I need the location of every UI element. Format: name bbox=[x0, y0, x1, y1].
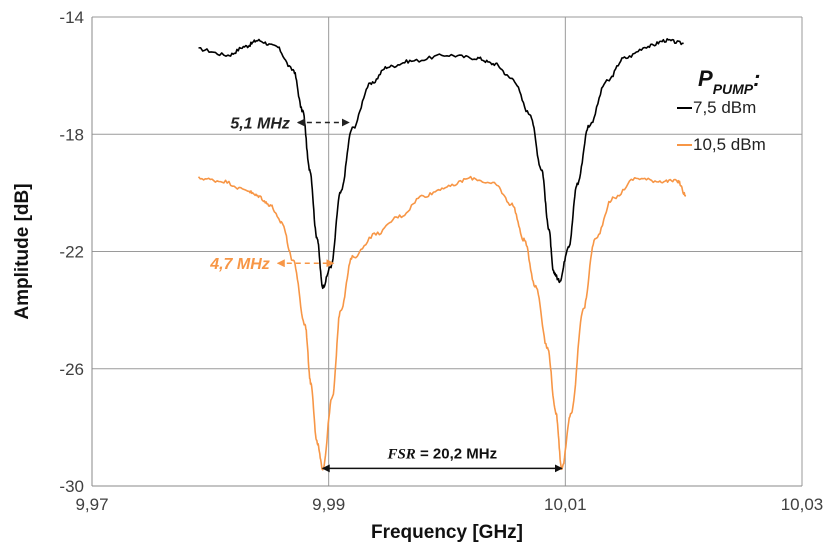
x-tick-label: 10,03 bbox=[781, 495, 824, 514]
y-axis-title: Amplitude [dB] bbox=[12, 183, 33, 319]
legend-title-sub: PUMP bbox=[713, 81, 754, 97]
legend-title-suffix: : bbox=[753, 66, 760, 91]
annotations: 5,1 MHz 4,7 MHz FSR = 20,2 MHz bbox=[209, 116, 563, 473]
legend-label-series-1: 7,5 dBm bbox=[693, 98, 756, 117]
x-axis-title: Frequency [GHz] bbox=[371, 522, 523, 543]
fsr-label-italic: FSR bbox=[386, 446, 415, 462]
x-tick-label: 9,99 bbox=[312, 495, 345, 514]
black-width-label: 5,1 MHz bbox=[230, 116, 290, 133]
x-tick-label: 9,97 bbox=[75, 495, 108, 514]
legend-label-series-2: 10,5 dBm bbox=[693, 135, 766, 154]
legend: PPUMP: 7,5 dBm 10,5 dBm bbox=[677, 66, 766, 154]
fsr-label: FSR = 20,2 MHz bbox=[386, 445, 497, 462]
y-tick-label: -14 bbox=[59, 8, 84, 27]
legend-title-main: P bbox=[698, 66, 713, 91]
series-lines bbox=[197, 38, 687, 471]
orange-width-label: 4,7 MHz bbox=[209, 256, 270, 273]
y-tick-label: -30 bbox=[59, 477, 84, 496]
legend-title: PPUMP: bbox=[698, 66, 760, 97]
series-line-1 bbox=[198, 38, 684, 290]
x-tick-label: 10,01 bbox=[544, 495, 587, 514]
y-tick-label: -18 bbox=[59, 125, 84, 144]
fsr-label-rest: = 20,2 MHz bbox=[416, 445, 497, 462]
gridlines bbox=[91, 16, 803, 487]
series-line-2 bbox=[197, 175, 687, 471]
y-tick-label: -22 bbox=[59, 243, 84, 262]
tick-labels: -14 -18 -22 -26 -309,97 9,99 10,01 10,03 bbox=[59, 8, 823, 514]
y-tick-label: -26 bbox=[59, 360, 84, 379]
